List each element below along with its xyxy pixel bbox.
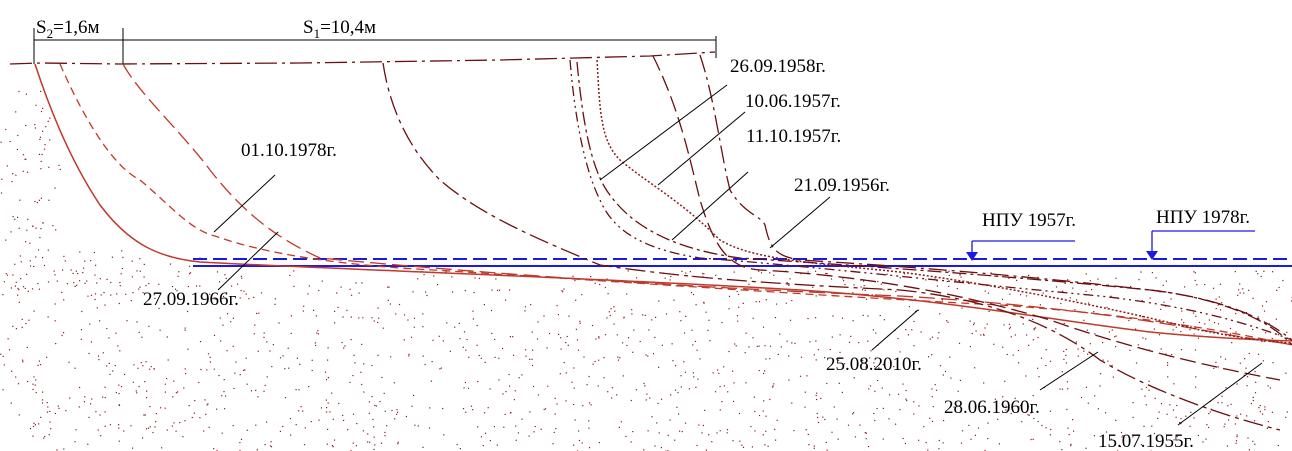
dimension-s2-label: S2=1,6м <box>36 17 100 41</box>
soil-stipple <box>0 90 1292 451</box>
label-1957-06: 10.06.1957г. <box>745 91 841 112</box>
profile-1957-06 <box>596 59 1292 344</box>
dimension-s1: S1=10,4м <box>123 17 717 58</box>
npu-1957-marker <box>966 240 1075 261</box>
profile-1966 <box>59 63 1292 346</box>
profile-1958 <box>569 59 1292 341</box>
label-1958: 26.09.1958г. <box>730 56 826 77</box>
dimension-s2: S2=1,6м <box>33 17 124 64</box>
profile-1956 <box>699 54 1292 341</box>
profile-1955 <box>652 55 1281 381</box>
label-1960: 28.06.1960г. <box>944 397 1040 418</box>
npu-1978-label: НПУ 1978г. <box>1156 207 1250 228</box>
label-1966: 27.09.1966г. <box>143 289 239 310</box>
npu-1957-label: НПУ 1957г. <box>982 210 1076 231</box>
label-2010: 25.08.2010г. <box>826 354 922 375</box>
profile-1978 <box>122 63 1292 345</box>
label-1956: 21.09.1956г. <box>794 175 890 196</box>
npu-1978-marker <box>1146 230 1255 260</box>
label-1978: 01.10.1978г. <box>241 140 337 161</box>
dimension-s1-label: S1=10,4м <box>303 17 376 41</box>
profile-1960 <box>382 62 1281 431</box>
label-1957-10: 11.10.1957г. <box>746 126 841 147</box>
label-1955: 15.07.1955г. <box>1098 431 1194 451</box>
ground-surface-line <box>9 51 716 65</box>
profile-1957-10 <box>576 61 1292 346</box>
leader-lines <box>213 84 1263 426</box>
